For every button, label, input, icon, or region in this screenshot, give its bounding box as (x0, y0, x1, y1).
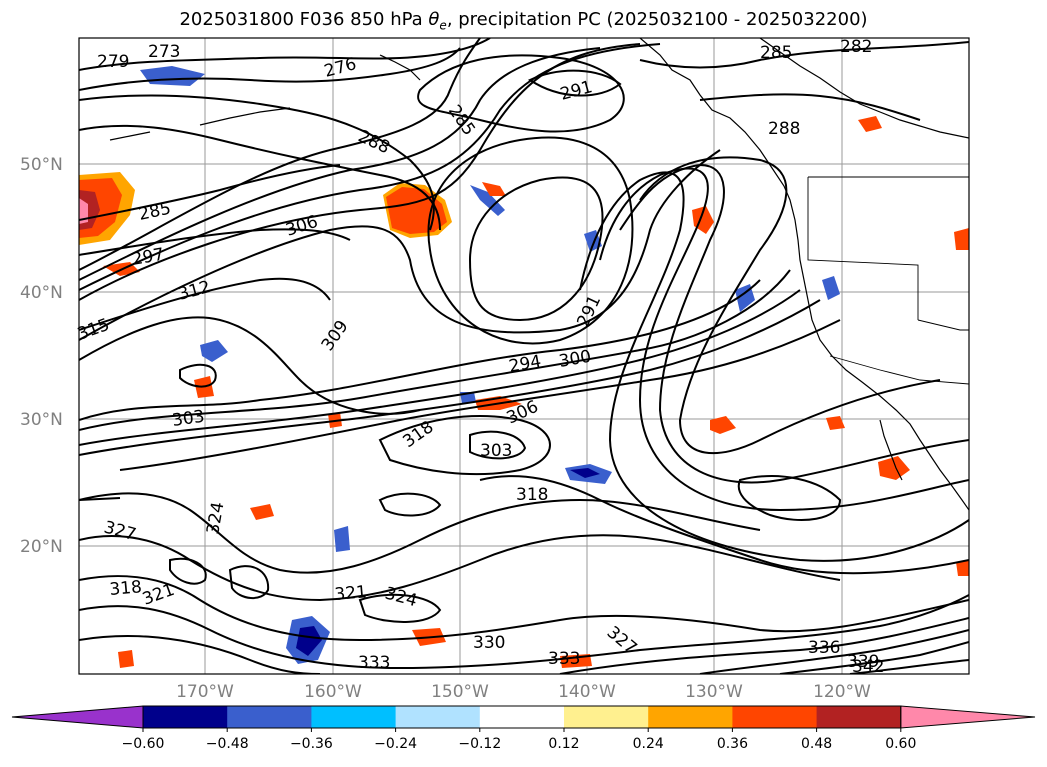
colorbar-segment (395, 706, 481, 728)
title-prefix: 2025031800 F036 850 hPa (179, 9, 429, 30)
coastlines (109, 38, 969, 511)
contour-label: 333 (548, 649, 580, 669)
precip-patch (826, 416, 845, 430)
precip-patch (334, 526, 350, 552)
colorbar-segment (564, 706, 649, 728)
colorbar-tick-label: −0.36 (290, 736, 333, 752)
colorbar-segment (648, 706, 733, 728)
precip-patch (200, 340, 228, 362)
precip-patch (822, 276, 840, 300)
theta-e-contours (79, 38, 969, 674)
lat-label: 40°N (20, 283, 63, 303)
precip-patch (296, 626, 322, 656)
colorbar-tick-label: 0.12 (548, 736, 579, 752)
colorbar-tick-label: 0.60 (885, 736, 916, 752)
map-frame (78, 37, 970, 675)
contour-label: 288 (768, 119, 800, 139)
map-layers (79, 38, 969, 674)
precip-patch (470, 185, 505, 216)
precip-patch (956, 560, 969, 576)
precip-patch (710, 416, 736, 434)
contour-label: 318 (516, 485, 548, 505)
contour-label: 279 (97, 52, 129, 72)
precip-patch (79, 198, 88, 224)
precip-patch (735, 284, 755, 312)
colorbar-extend-high (900, 705, 1036, 729)
contour-label: 282 (840, 37, 872, 57)
colorbar-segment (732, 706, 818, 728)
contour-label: 285 (760, 43, 792, 63)
colorbar-tick-label: 0.36 (717, 736, 748, 752)
colorbar-tick-label: −0.48 (206, 736, 249, 752)
precip-patch (570, 468, 600, 478)
colorbar-segment (479, 706, 565, 728)
map-background (79, 38, 969, 674)
borders (807, 176, 969, 385)
theta-symbol: θ (428, 9, 440, 30)
contour-label: 321 (334, 582, 368, 605)
precip-patch (878, 456, 910, 480)
precip-patch (482, 182, 506, 196)
precip-patch (140, 66, 205, 86)
contour-label: 303 (171, 407, 206, 431)
lon-label: 160°W (304, 682, 362, 702)
precip-patch (858, 116, 882, 132)
contour-label: 336 (808, 638, 840, 658)
precip-patch (954, 228, 969, 250)
latitude-labels: 50°N 40°N 30°N 20°N (20, 155, 63, 557)
colorbar-tick-label: −0.24 (374, 736, 417, 752)
lat-label: 30°N (20, 410, 63, 430)
colorbar-segment (311, 706, 397, 728)
contour-label: 339 (847, 652, 879, 672)
colorbar-tick-label: 0.48 (801, 736, 832, 752)
colorbar: −0.60 −0.48 −0.36 −0.24 −0.12 0.12 0.24 0.36 0.4… (11, 705, 1036, 752)
precip-patch (118, 650, 134, 668)
colorbar-segment (143, 706, 228, 728)
theta-subscript: e (439, 18, 447, 33)
contour-label: 330 (473, 633, 505, 653)
contour-label: 303 (480, 441, 512, 461)
longitude-labels: 170°W 160°W 150°W 140°W 130°W 120°W (176, 682, 871, 702)
colorbar-tick-label: −0.60 (122, 736, 165, 752)
colorbar-extend-low (11, 705, 144, 729)
map-title: 2025031800 F036 850 hPa θe, precipitatio… (0, 9, 1047, 33)
lon-label: 140°W (558, 682, 616, 702)
colorbar-tick-label: 0.24 (633, 736, 664, 752)
colorbar-frame (142, 705, 902, 729)
precipitation-fill (79, 66, 969, 668)
title-suffix: , precipitation PC (2025032100 - 2025032… (446, 9, 868, 30)
lat-label: 50°N (20, 155, 63, 175)
colorbar-tick-label: −0.12 (458, 736, 501, 752)
lon-label: 170°W (176, 682, 234, 702)
lat-label: 20°N (20, 537, 63, 557)
contour-label: 318 (109, 577, 143, 600)
contour-label: 273 (148, 42, 180, 62)
precip-patch (250, 504, 274, 520)
lon-label: 120°W (813, 682, 871, 702)
colorbar-segment (227, 706, 312, 728)
lon-label: 150°W (431, 682, 489, 702)
lon-label: 130°W (685, 682, 743, 702)
contour-label: 342 (852, 657, 884, 677)
contour-label: 333 (358, 653, 390, 673)
colorbar-segment (816, 706, 902, 728)
